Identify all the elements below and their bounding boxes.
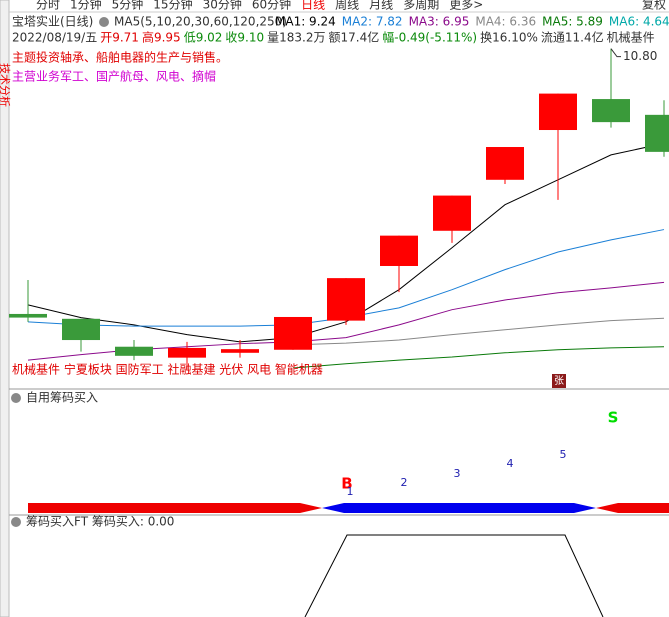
steps: 1 2 3 4 5 [347,448,567,498]
legend-entry: MA2: 7.82 [342,15,403,29]
note-theme: 主题投资轴承、船舶电器的生产与销售。 [12,50,228,65]
info-change: 幅-0.49(-5.11%) [382,30,477,45]
legend: MA1: 9.24 MA2: 7.82 MA3: 6.95 MA4: 6.36 MA5:… [275,15,669,29]
candle-body [592,99,630,123]
step-number: 3 [454,467,461,480]
tab[interactable]: 60分钟 [252,0,291,12]
tab[interactable]: 周线 [335,0,359,12]
signal-title: 自用筹码买入 [26,391,98,405]
ft-line [304,534,604,617]
candle-body [62,318,100,341]
note-business: 主营业务军工、国产航母、风电、摘帽 [12,69,216,84]
legend-entry: MA4: 6.36 [475,15,536,29]
stock-name: 宝塔实业(日线) [12,14,93,29]
candle-body [221,349,259,353]
step-number: 4 [507,457,514,470]
info-float: 流通11.4亿 [541,30,604,45]
info-volume: 量183.2万 [267,31,325,45]
candle-body [486,147,524,180]
toolbar: 分时 1分钟 5分钟 15分钟 30分钟 60分钟 日线 周线 月线 多周期 更多> [36,0,483,12]
candle-body [539,93,577,131]
tab[interactable]: 分时 [36,0,60,12]
candle-body [168,347,206,358]
legend-entry: MA5: 5.89 [542,15,603,29]
info-high: 高9.95 [142,30,181,45]
badge-box [552,374,566,388]
info-low: 低9.02 [184,31,223,45]
ma-toggle[interactable] [99,17,109,27]
concepts: 机械基件 宁夏板块 国防军工 社融基建 光伏 风电 智能机器 [12,362,323,377]
legend-entry: MA6: 4.64 [609,15,669,29]
signal-bar-blue [322,503,596,513]
step-number: 5 [560,448,567,461]
tab[interactable]: 更多> [449,0,483,12]
candle-body [327,278,365,321]
restore-right[interactable]: 复权 [642,0,666,12]
ft-title: 筹码买入FT 筹码买入: 0.00 [26,515,174,529]
buy-signal: B [341,475,352,493]
signal-bar-red [28,503,322,513]
candle-body [115,346,153,356]
sell-signal: S [608,409,619,427]
candle-body [433,195,471,231]
step-number: 1 [347,485,354,498]
ma-line [292,346,665,369]
tab[interactable]: 5分钟 [112,0,144,12]
ma-def: MA5(5,10,20,30,60,120,250) [114,15,287,29]
info-amount: 额17.4亿 [329,30,380,45]
info-sector: 机械基件 [607,30,655,45]
info-turnover: 换16.10% [480,31,538,45]
tab[interactable]: 日线 [301,0,325,12]
candle-body [645,114,669,152]
legend-entry: MA1: 9.24 [275,15,336,29]
badge: 张 [554,375,564,387]
candle-body [274,316,312,350]
ma-line [292,317,665,346]
tab[interactable]: 多周期 [403,0,439,12]
sidebar-tab[interactable]: 技术分析 [0,63,12,107]
info-close: 收9.10 [225,31,264,45]
high-pointer [610,48,621,58]
candle-body [9,313,47,318]
step-number: 2 [401,476,408,489]
candle-body [380,235,418,266]
tab[interactable]: 30分钟 [203,0,242,12]
info-row: 2022/08/19/五 开9.71 高9.95 低9.02 收9.10 量183.2万额… [12,30,655,45]
high-label: 10.80 [623,49,657,63]
panel-toggle[interactable] [11,393,21,403]
tab[interactable]: 1分钟 [70,0,102,12]
info-date: 2022/08/19/五 [12,31,97,45]
tab[interactable]: 15分钟 [153,0,192,12]
legend-entry: MA3: 6.95 [409,15,470,29]
sidebar [0,0,10,617]
signal-bar-red-2 [596,503,669,513]
info-open: 开9.71 [100,31,139,45]
tab[interactable]: 月线 [369,0,393,12]
main-chart: 10.80 [9,48,669,370]
panel-toggle-2[interactable] [11,517,21,527]
